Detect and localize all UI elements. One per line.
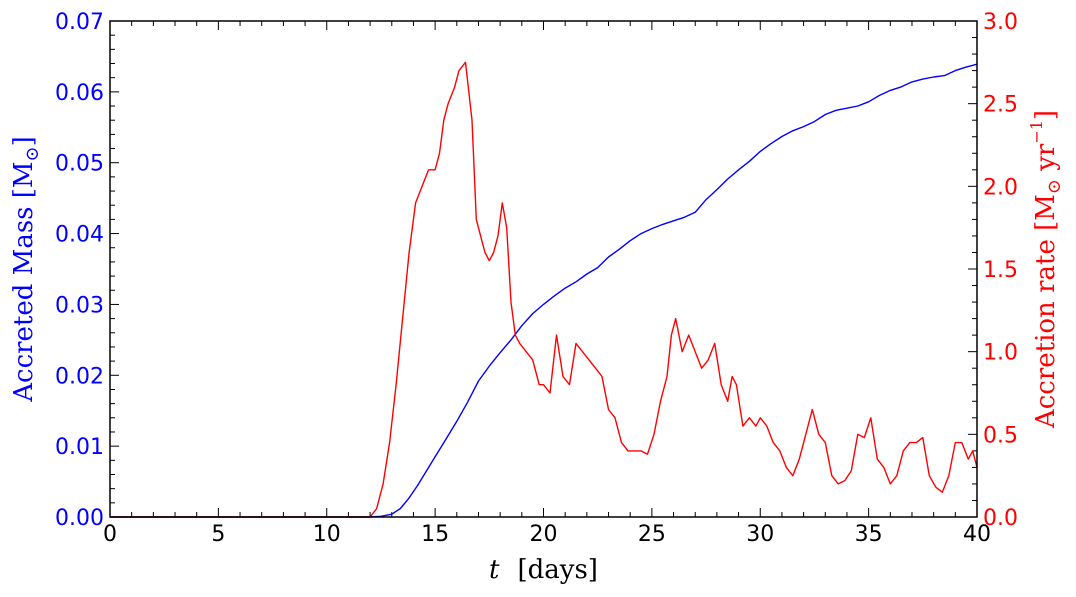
left-y-axis-label-sub: ⊙ [22,146,43,161]
right-y-axis-label-sub: ⊙ [1044,179,1065,194]
x-axis-ticks: 0 5 10 15 20 25 30 35 40 [103,21,991,547]
right-y-axis-ticks: 0.0 0.5 1.0 1.5 2.0 2.5 3.0 [968,10,1018,531]
x-tick-label: 35 [855,522,883,547]
right-y-tick-label: 1.0 [983,341,1018,366]
x-tick-label: 40 [963,522,991,547]
x-axis-unit: [days] [517,555,597,585]
left-y-tick-label: 0.04 [55,223,104,248]
x-tick-label: 20 [530,522,558,547]
x-tick-label: 5 [211,522,225,547]
left-y-axis-label: Accreted Mass [M⊙] [9,136,43,403]
x-tick-label: 30 [746,522,774,547]
right-y-tick-label: 0.5 [983,423,1018,448]
right-y-tick-label: 0.0 [983,506,1018,531]
right-y-axis-label-sup: −1 [1027,120,1046,144]
left-y-tick-label: 0.00 [55,506,104,531]
left-y-tick-label: 0.06 [55,81,104,106]
right-y-tick-label: 2.0 [983,175,1018,200]
left-y-axis-ticks: 0.00 0.01 0.02 0.03 0.04 0.05 0.06 0.07 [55,10,119,531]
accreted-mass-line [110,63,978,518]
left-y-tick-label: 0.05 [55,152,104,177]
plot-frame [109,20,978,518]
right-y-tick-label: 3.0 [983,10,1018,35]
left-y-axis-label-text: Accreted Mass [M [9,161,39,402]
left-y-tick-label: 0.01 [55,435,104,460]
right-y-tick-label: 1.5 [983,258,1018,283]
x-axis-label: t [days] [489,555,598,585]
left-y-tick-label: 0.03 [55,293,104,318]
x-tick-label: 25 [638,522,666,547]
left-y-tick-label: 0.02 [55,364,104,389]
x-tick-label: 10 [313,522,341,547]
accretion-rate-line [110,61,978,518]
x-axis-variable: t [489,555,500,585]
right-y-tick-label: 2.5 [983,93,1018,118]
data-series [110,61,978,518]
right-y-axis-label: Accretion rate [M⊙ yr−1] [1027,110,1065,429]
x-tick-label: 0 [103,522,117,547]
x-tick-label: 15 [421,522,449,547]
right-y-axis-label-text: Accretion rate [M [1031,194,1061,429]
right-y-axis-label-end: ] [1031,110,1061,120]
right-y-axis-label-mid: yr [1031,143,1061,179]
left-y-axis-label-end: ] [9,136,39,146]
left-y-tick-label: 0.07 [55,10,104,35]
